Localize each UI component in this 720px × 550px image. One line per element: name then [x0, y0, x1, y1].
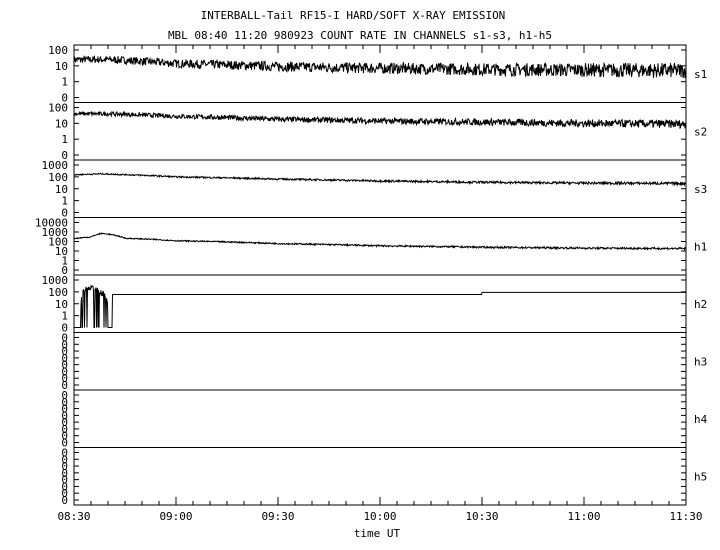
panel-frame-h2 — [73, 274, 687, 333]
y-tick-label: 10 — [55, 245, 68, 258]
x-tick-label: 09:30 — [261, 510, 294, 523]
y-tick-label: 0 — [61, 372, 68, 385]
y-tick-label: 0 — [61, 396, 68, 409]
y-tick-label: 10000 — [35, 217, 68, 230]
y-tick-label: 0 — [61, 487, 68, 500]
y-tick-label: 10 — [55, 117, 68, 130]
y-tick-label: 0 — [61, 149, 68, 162]
y-tick-label: 0 — [61, 430, 68, 443]
x-tick-label: 11:00 — [567, 510, 600, 523]
y-tick-label: 0 — [61, 447, 68, 460]
y-tick-label: 10 — [55, 298, 68, 311]
y-tick-label: 1 — [61, 255, 68, 268]
series-line-s3 — [73, 172, 687, 187]
chart-subtitle: MBL 08:40 11:20 980923 COUNT RATE IN CHA… — [168, 29, 552, 42]
channel-label-s2: s2 — [694, 125, 707, 138]
y-tick-label: 0 — [61, 494, 68, 507]
x-tick-label: 10:00 — [363, 510, 396, 523]
x-tick-label: 11:30 — [669, 510, 702, 523]
y-tick-label: 100 — [48, 44, 68, 57]
y-tick-label: 0 — [61, 474, 68, 487]
x-axis-label: time UT — [354, 527, 401, 540]
y-tick-label: 0 — [61, 92, 68, 105]
y-tick-label: 0 — [61, 207, 68, 220]
panel-frame-h3 — [73, 332, 687, 391]
y-tick-label: 1 — [61, 195, 68, 208]
y-tick-label: 0 — [61, 379, 68, 392]
x-axis: 08:30 09:00 09:30 10:00 10:30 11:00 11:30 — [57, 45, 703, 523]
chart-title: INTERBALL-Tail RF15-I HARD/SOFT X-RAY EM… — [201, 9, 506, 22]
y-tick-label: 0 — [61, 453, 68, 466]
y-tick-label: 0 — [61, 437, 68, 450]
y-tick-label: 1000 — [42, 226, 69, 239]
y-tick-label: 0 — [61, 423, 68, 436]
x-tick-label: 09:00 — [159, 510, 192, 523]
y-tick-label: 0 — [61, 467, 68, 480]
y-tick-label: 0 — [61, 352, 68, 365]
y-tick-label: 1000 — [42, 159, 69, 172]
y-tick-label: 0 — [61, 359, 68, 372]
y-tick-label: 0 — [61, 460, 68, 473]
channel-label-s1: s1 — [694, 68, 707, 81]
y-tick-label: 0 — [61, 416, 68, 429]
y-tick-label: 10 — [55, 183, 68, 196]
y-tick-label: 0 — [61, 322, 68, 335]
y-tick-label: 0 — [61, 403, 68, 416]
x-tick-label: 08:30 — [57, 510, 90, 523]
panel-frame-h4 — [73, 389, 687, 448]
y-tick-label: 0 — [61, 480, 68, 493]
channel-label-h5: h5 — [694, 470, 707, 483]
y-tick-label: 100 — [48, 171, 68, 184]
y-tick-label: 100 — [48, 236, 68, 249]
y-tick-label: 1 — [61, 310, 68, 323]
series-line-h2 — [74, 284, 686, 328]
series-line-h1 — [73, 232, 687, 251]
y-tick-label: 0 — [61, 264, 68, 277]
panel-frame-s3 — [73, 159, 687, 218]
y-tick-label: 1000 — [42, 274, 69, 287]
y-tick-label: 0 — [61, 365, 68, 378]
channel-label-s3: s3 — [694, 183, 707, 196]
y-tick-label: 10 — [55, 60, 68, 73]
x-tick-label: 10:30 — [465, 510, 498, 523]
y-tick-label: 0 — [61, 409, 68, 422]
panel-frame-h5 — [73, 447, 687, 506]
y-tick-label: 100 — [48, 102, 68, 115]
y-tick-label: 1 — [61, 133, 68, 146]
channel-label-h1: h1 — [694, 240, 707, 253]
channel-label-h2: h2 — [694, 298, 707, 311]
y-tick-label: 0 — [61, 332, 68, 345]
series-line-s2 — [73, 110, 687, 129]
y-tick-label: 1 — [61, 76, 68, 89]
y-tick-label: 0 — [61, 338, 68, 351]
y-tick-label: 100 — [48, 286, 68, 299]
channel-label-h4: h4 — [694, 413, 708, 426]
channel-label-h3: h3 — [694, 355, 707, 368]
panels-group: 1001010s11001010s210001001010s3100001000… — [35, 44, 708, 507]
y-tick-label: 0 — [61, 345, 68, 358]
series-line-s1 — [73, 54, 687, 79]
y-tick-label: 0 — [61, 389, 68, 402]
panel-frame-s2 — [73, 102, 687, 161]
